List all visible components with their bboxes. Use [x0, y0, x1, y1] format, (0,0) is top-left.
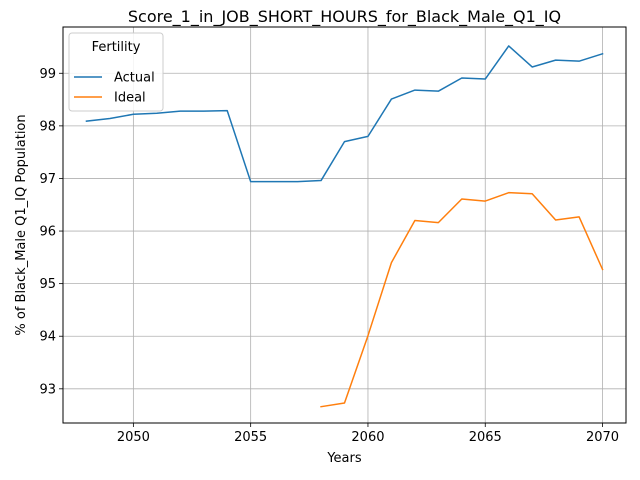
x-tick-label: 2070 — [586, 430, 619, 445]
chart-title: Score_1_in_JOB_SHORT_HOURS_for_Black_Mal… — [128, 7, 561, 27]
legend-label-ideal: Ideal — [114, 91, 146, 106]
y-axis-label: % of Black_Male Q1_IQ Population — [14, 114, 29, 335]
y-tick-label: 99 — [39, 67, 56, 82]
y-tick-label: 93 — [39, 382, 56, 397]
legend: Fertility Actual Ideal — [68, 32, 164, 112]
x-axis-label: Years — [326, 451, 362, 466]
y-tick-label: 94 — [39, 330, 56, 345]
legend-box — [68, 32, 164, 112]
x-tick-label: 2055 — [234, 430, 267, 445]
y-tick-label: 97 — [39, 172, 56, 187]
series-lines — [85, 45, 604, 408]
x-tick-label: 2050 — [117, 430, 150, 445]
y-tick-label: 98 — [39, 119, 56, 134]
x-tick-label: 2060 — [351, 430, 384, 445]
plot-frame — [62, 26, 627, 424]
y-tick-label: 96 — [39, 225, 56, 240]
legend-items: Actual Ideal — [74, 71, 155, 106]
series-line-actual — [85, 45, 604, 183]
y-tick-label: 95 — [39, 277, 56, 292]
legend-label-actual: Actual — [114, 71, 155, 86]
x-tick-label: 2065 — [469, 430, 502, 445]
grid — [63, 27, 626, 423]
legend-title: Fertility — [92, 40, 141, 55]
axis-ticks: 2050 2055 2060 2065 2070 93 94 95 96 97 98 99 — [39, 67, 619, 445]
series-line-ideal — [320, 191, 604, 408]
